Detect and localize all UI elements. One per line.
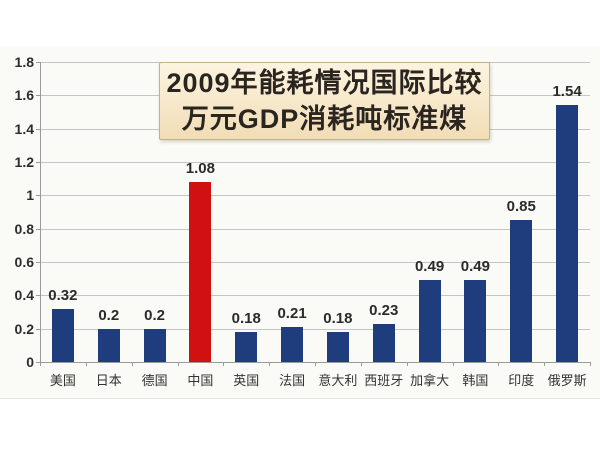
gridline (40, 228, 590, 230)
x-axis-tick (315, 362, 316, 366)
bar-俄罗斯 (556, 105, 579, 362)
x-category-label: 韩国 (462, 373, 489, 388)
x-category-label: 意大利 (318, 373, 358, 388)
x-category-label: 英国 (233, 373, 260, 388)
x-axis-tick (40, 362, 41, 366)
x-category-label: 加拿大 (410, 373, 450, 388)
y-axis-tick-label: 0.4 (14, 287, 34, 304)
x-category-label: 德国 (141, 373, 168, 388)
y-axis-tick-label: 1.2 (14, 154, 34, 170)
bar-value-label: 0.2 (144, 306, 165, 324)
bar-value-label: 0.21 (277, 305, 307, 322)
gridline (40, 295, 590, 297)
y-axis-tick-label: 1.8 (14, 54, 34, 70)
y-axis-tick-label: 1.6 (14, 87, 34, 104)
bar-英国 (235, 332, 258, 362)
y-axis-tick-label: 0.8 (14, 220, 34, 237)
gridline (40, 328, 590, 330)
y-axis-tick-label: 0 (26, 354, 34, 370)
x-category-label: 中国 (187, 373, 214, 388)
y-axis-tick (36, 195, 40, 197)
bar-加拿大 (418, 280, 441, 362)
y-axis-tick (36, 128, 40, 130)
y-axis-tick-label: 1.4 (14, 120, 34, 137)
x-category-label: 法国 (279, 373, 306, 388)
bar-value-label: 0.18 (231, 310, 261, 327)
bar-美国 (51, 308, 74, 362)
bar-意大利 (326, 332, 349, 362)
bar-value-label: 0.85 (506, 198, 536, 216)
bar-value-label: 0.23 (369, 301, 399, 319)
x-axis-tick (177, 362, 179, 366)
bar-value-label: 1.08 (185, 160, 215, 177)
bar-德国 (143, 328, 166, 362)
x-axis-tick (360, 362, 362, 366)
y-axis-tick (36, 362, 40, 363)
bar-value-label: 1.54 (552, 83, 582, 101)
bar-中国 (189, 182, 212, 362)
x-category-label: 日本 (95, 373, 122, 388)
bar-value-label: 0.32 (48, 286, 78, 304)
x-axis-tick (452, 362, 454, 366)
y-axis-tick (36, 262, 40, 263)
y-axis-tick (36, 95, 40, 97)
bar-value-label: 0.49 (414, 258, 445, 276)
chart-title-line-2: 万元GDP消耗吨标准煤 (181, 104, 468, 134)
x-axis-tick (131, 362, 133, 366)
y-axis-line (40, 62, 41, 362)
bar-韩国 (464, 280, 487, 362)
y-axis-tick-label: 1 (26, 187, 34, 204)
bar-value-label: 0.49 (460, 258, 490, 276)
bar-法国 (281, 327, 304, 362)
y-axis-tick-label: 0.6 (14, 254, 34, 270)
bar-value-label: 0.2 (98, 306, 120, 324)
gridline (40, 262, 590, 263)
bar-日本 (97, 328, 120, 362)
chart-title-box: 2009年能耗情况国际比较 万元GDP消耗吨标准煤 (159, 62, 490, 140)
y-axis-tick-label: 0.2 (14, 320, 34, 337)
y-axis-tick (36, 328, 40, 330)
gridline (40, 162, 590, 163)
x-axis-tick (406, 362, 408, 366)
x-axis-tick (498, 362, 500, 366)
x-category-label: 美国 (49, 373, 76, 388)
x-category-label: 西班牙 (364, 373, 404, 388)
chart-title-line-1: 2009年能耗情况国际比较 (166, 68, 483, 98)
bar-西班牙 (372, 323, 395, 362)
x-axis-tick (223, 362, 225, 366)
x-axis-tick (85, 362, 87, 366)
y-axis-tick (36, 162, 40, 163)
x-axis-tick (590, 362, 591, 366)
y-axis-tick (36, 228, 40, 230)
bar-value-label: 0.18 (323, 310, 353, 327)
x-axis-tick (269, 362, 271, 366)
x-axis-tick (544, 362, 546, 366)
x-category-label: 俄罗斯 (547, 373, 587, 388)
gridline (40, 195, 590, 197)
x-category-label: 印度 (508, 373, 535, 388)
bar-印度 (510, 220, 533, 362)
y-axis-tick (36, 295, 40, 297)
y-axis-tick (36, 62, 40, 63)
